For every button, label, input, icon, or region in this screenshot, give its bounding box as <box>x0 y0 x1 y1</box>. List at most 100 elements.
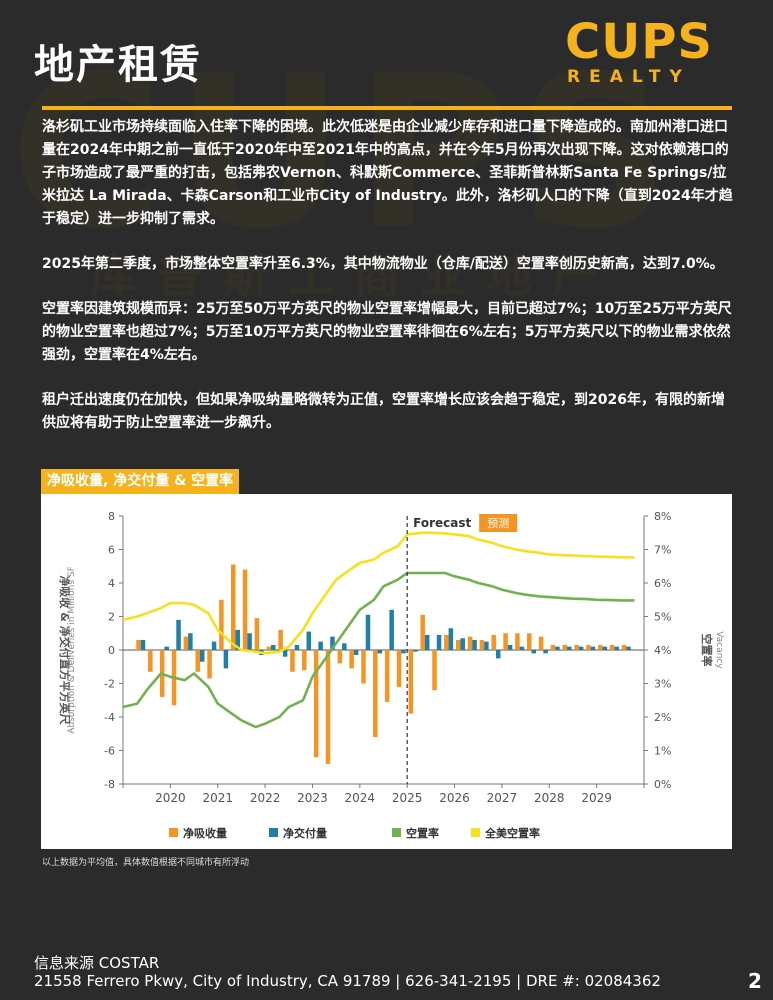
legend-label: 空置率 <box>406 826 439 840</box>
right-tick-label: 2% <box>654 711 671 724</box>
bar-deliveries <box>448 628 454 650</box>
legend-swatch <box>269 828 278 837</box>
logo-main-text: CUPS <box>565 14 713 70</box>
bar-deliveries <box>188 633 193 650</box>
legend-swatch <box>471 828 480 837</box>
chart-note: 以上数据为平均值，具体数值根据不同城市有所浮动 <box>42 858 250 868</box>
bar-deliveries <box>377 650 383 654</box>
bar-deliveries <box>235 629 240 650</box>
bar-deliveries <box>365 614 371 650</box>
vacancy-line <box>122 571 635 729</box>
bar-deliveries <box>342 643 347 650</box>
bar-absorption <box>361 650 366 684</box>
bar-deliveries <box>389 609 394 650</box>
bar-deliveries <box>472 639 477 650</box>
page-title: 地产租赁 <box>34 42 202 88</box>
bar-deliveries <box>531 650 537 654</box>
left-tick-label: 0 <box>108 644 115 657</box>
x-tick-label: 2028 <box>534 791 565 805</box>
footer-address: 21558 Ferrero Pkwy, City of Industry, CA… <box>34 972 661 990</box>
right-axis-title-en: Vacancy <box>714 631 724 669</box>
bar-absorption <box>396 650 402 687</box>
bar-deliveries <box>306 631 312 650</box>
logo-sub-text: REALTY <box>567 67 691 87</box>
bar-absorption <box>148 650 153 672</box>
footer-source: 信息来源 COSTAR <box>34 954 160 972</box>
us-vacancy-line <box>122 531 635 655</box>
bar-absorption <box>195 650 200 672</box>
bar-absorption <box>230 564 236 650</box>
bar-absorption <box>444 634 449 650</box>
bar-deliveries <box>495 650 501 659</box>
bar-deliveries <box>602 646 608 650</box>
right-tick-label: 7% <box>654 544 671 557</box>
bar-absorption <box>266 646 272 650</box>
bar-deliveries <box>140 639 146 650</box>
bar-deliveries <box>176 619 181 650</box>
forecast-label: Forecast <box>413 516 471 530</box>
legend-label: 净吸收量 <box>183 826 227 840</box>
bar-absorption <box>420 614 425 650</box>
bar-absorption <box>408 650 414 714</box>
right-tick-label: 4% <box>654 644 671 657</box>
left-tick-label: -6 <box>104 745 115 758</box>
right-tick-label: 6% <box>654 577 671 590</box>
bar-absorption <box>183 636 189 650</box>
bar-deliveries <box>318 641 323 650</box>
bar-deliveries <box>436 634 442 650</box>
bar-absorption <box>503 633 508 650</box>
bar-deliveries <box>211 641 217 650</box>
bar-absorption <box>527 633 532 650</box>
bar-absorption <box>302 650 307 671</box>
right-tick-label: 8% <box>654 510 671 523</box>
bar-deliveries <box>555 646 560 650</box>
chart-title: 净吸收量, 净交付量 & 空置率 <box>41 469 240 494</box>
x-tick-label: 2027 <box>487 791 518 805</box>
legend-swatch <box>392 828 401 837</box>
bar-deliveries <box>460 638 465 650</box>
x-tick-label: 2026 <box>439 791 470 805</box>
bar-absorption <box>337 650 343 664</box>
chart-panel: 8 6 4 2 0 -2 -4 -6 -8 8% 7% 6% 5% 4% 3% 2% 1% 0% 2020 2021 2… <box>41 494 732 849</box>
bar-deliveries <box>330 636 335 650</box>
bar-absorption <box>373 650 378 738</box>
bar-absorption <box>313 650 319 758</box>
bar-deliveries <box>614 646 619 650</box>
bar-deliveries <box>590 646 596 650</box>
bar-deliveries <box>152 650 158 651</box>
right-axis-title-cn: 空置率 <box>700 634 714 667</box>
x-tick-label: 2021 <box>202 791 233 805</box>
left-tick-label: -8 <box>104 778 115 791</box>
page-number: 2 <box>748 969 762 993</box>
left-tick-label: -2 <box>104 678 115 691</box>
bar-absorption <box>384 650 390 702</box>
y-axis-title-en: Absorption & Deliveries in Millions SF <box>67 566 77 734</box>
bar-absorption <box>455 639 461 650</box>
bar-deliveries <box>424 634 430 650</box>
x-tick-label: 2025 <box>392 791 423 805</box>
bar-absorption <box>491 634 496 650</box>
bar-absorption <box>242 569 248 650</box>
bar-absorption <box>136 639 141 650</box>
bar-absorption <box>598 644 603 650</box>
cups-realty-logo: CUPS REALTY <box>565 14 735 94</box>
bar-deliveries <box>164 646 169 650</box>
bar-deliveries <box>413 650 418 652</box>
chart-svg: 8 6 4 2 0 -2 -4 -6 -8 8% 7% 6% 5% 4% 3% 2% 1% 0% 2020 2021 2… <box>58 510 724 840</box>
bar-deliveries <box>626 646 631 650</box>
bar-deliveries <box>567 646 572 650</box>
bar-absorption <box>550 644 556 650</box>
bar-absorption <box>515 633 520 650</box>
bar-absorption <box>290 650 295 672</box>
bar-deliveries <box>519 646 525 650</box>
bar-deliveries <box>294 644 300 650</box>
bar-absorption <box>586 644 591 650</box>
left-tick-label: -4 <box>104 711 115 724</box>
bar-absorption <box>479 639 485 650</box>
body-text: 洛杉矶工业市场持续面临入住率下降的困境。此次低迷是由企业减少库存和进口量下降造成… <box>42 116 737 457</box>
left-tick-label: 2 <box>108 611 115 624</box>
legend-swatch <box>169 828 178 837</box>
right-tick-label: 5% <box>654 611 671 624</box>
bar-deliveries <box>282 650 288 657</box>
bar-deliveries <box>223 650 229 669</box>
